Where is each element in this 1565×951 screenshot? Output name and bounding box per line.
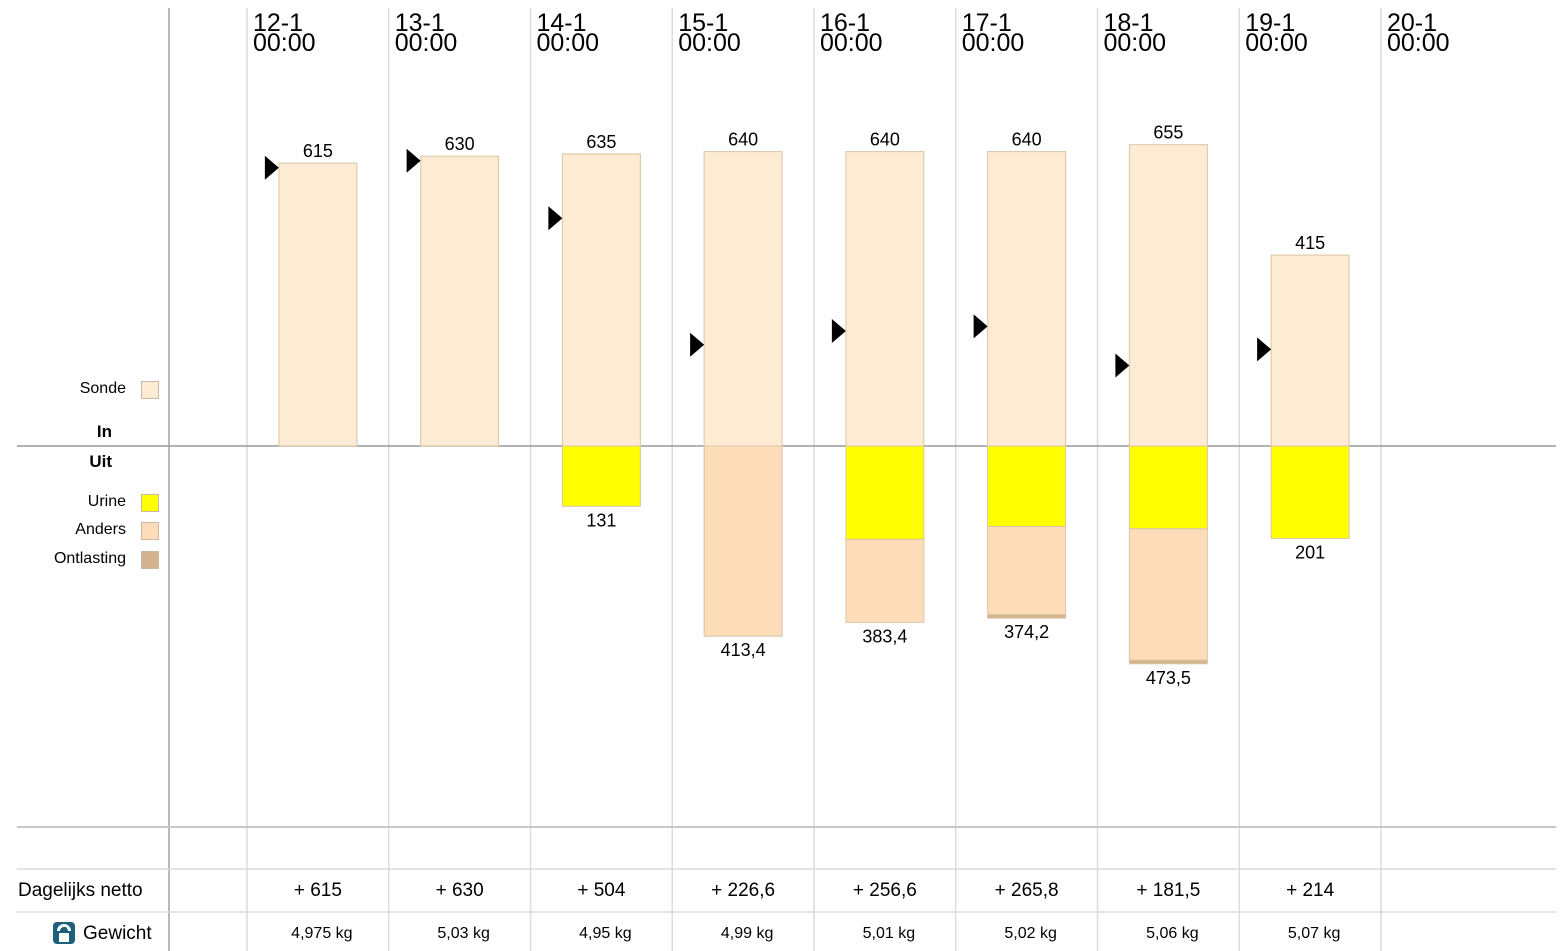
daily-net-label: Dagelijks netto [18, 880, 143, 901]
bar-urine [1128, 445, 1208, 530]
daily-net-value: + 615 [293, 880, 342, 901]
intake-marker [264, 155, 279, 180]
day-header-date: 17-1 [962, 9, 1012, 37]
day-header-time: 00:00 [1104, 29, 1167, 57]
day-header-time: 00:00 [962, 29, 1025, 57]
daily-net-value: + 181,5 [1136, 880, 1201, 901]
labels: 12-100:0013-100:0014-100:0015-100:0016-1… [253, 9, 1450, 688]
bar-sonde [1270, 254, 1350, 447]
in-total-label: 640 [870, 130, 900, 150]
day-header-date: 18-1 [1104, 9, 1154, 37]
out-total-label: 201 [1295, 542, 1325, 562]
bar-urine [845, 445, 925, 540]
in-total-label: 615 [303, 141, 333, 161]
day-header-date: 14-1 [537, 9, 587, 37]
grid [17, 8, 1556, 951]
day-header-date: 13-1 [395, 9, 445, 37]
section-out-label: Uit [89, 452, 112, 471]
daily-net-value: + 504 [577, 880, 626, 901]
in-total-label: 640 [728, 130, 758, 150]
section-in-label: In [96, 422, 112, 441]
legend-label-anders: Anders [75, 521, 126, 538]
day-header-date: 15-1 [678, 9, 728, 37]
daily-net-value: + 265,8 [994, 880, 1059, 901]
legend-swatch-ontlasting [141, 551, 159, 569]
bar-anders [845, 538, 925, 623]
intake-marker [406, 148, 421, 173]
out-total-label: 374,2 [1004, 622, 1049, 642]
intake-marker [831, 319, 846, 343]
bar-anders [1128, 528, 1208, 661]
day-header-date: 19-1 [1245, 9, 1295, 37]
bar-sonde [420, 155, 500, 447]
daily-net-value: + 630 [435, 880, 484, 901]
daily-net-value: + 214 [1286, 880, 1335, 901]
bar-ontlasting [1128, 659, 1208, 665]
legend-label-sonde: Sonde [79, 380, 126, 397]
weight-value: 5,03 kg [437, 925, 490, 942]
bar-urine [561, 445, 641, 507]
day-header-time: 00:00 [1245, 29, 1308, 57]
in-total-label: 415 [1295, 233, 1325, 253]
out-total-label: 413,4 [721, 640, 766, 660]
bar-sonde [845, 151, 925, 447]
day-header-time: 00:00 [1387, 29, 1450, 57]
daily-net-value: + 256,6 [852, 880, 917, 901]
day-header-date: 12-1 [253, 9, 303, 37]
day-header-time: 00:00 [678, 29, 741, 57]
out-total-label: 131 [586, 510, 616, 530]
day-header-date: 16-1 [820, 9, 870, 37]
legend-label-urine: Urine [87, 493, 126, 510]
intake-marker [973, 314, 988, 339]
day-header-time: 00:00 [537, 29, 600, 57]
in-total-label: 640 [1012, 130, 1042, 150]
weight-value: 5,07 kg [1287, 925, 1341, 942]
daily-net-value: + 226,6 [711, 880, 776, 901]
bar-sonde [278, 162, 358, 447]
bar-anders [987, 526, 1067, 615]
legend-swatch-anders [141, 522, 159, 540]
legend-swatch-sonde [141, 381, 159, 399]
legend-label-ontlasting: Ontlasting [53, 550, 126, 567]
day-header-time: 00:00 [253, 29, 316, 57]
in-total-label: 635 [586, 132, 616, 152]
day-header-time: 00:00 [820, 29, 883, 57]
weight-value: 4,95 kg [579, 925, 632, 942]
in-total-label: 630 [445, 134, 475, 154]
bar-ontlasting [987, 613, 1067, 619]
weight-value: 4,975 kg [291, 925, 353, 942]
weight-value: 5,06 kg [1146, 925, 1199, 942]
bar-sonde [561, 153, 641, 447]
weight-value: 5,01 kg [862, 925, 916, 942]
out-total-label: 473,5 [1146, 668, 1191, 688]
weight-label: Gewicht [83, 923, 152, 944]
in-total-label: 655 [1153, 123, 1183, 143]
bar-sonde [703, 151, 783, 447]
bar-sonde [1128, 144, 1208, 447]
intake-marker [548, 206, 563, 231]
weight-value: 5,02 kg [1004, 925, 1057, 942]
scale-icon [53, 922, 75, 944]
out-total-label: 383,4 [862, 626, 907, 646]
intake-marker [1257, 337, 1272, 362]
bars [278, 144, 1350, 665]
intake-marker [690, 332, 705, 357]
bar-anders [703, 445, 783, 637]
bar-urine [987, 445, 1067, 527]
day-header-date: 20-1 [1387, 9, 1437, 37]
bar-urine [1270, 445, 1350, 539]
intake-marker [1115, 353, 1130, 378]
bar-sonde [987, 151, 1067, 447]
markers [264, 148, 1272, 378]
weight-value: 4,99 kg [720, 925, 774, 942]
day-header-time: 00:00 [395, 29, 458, 57]
legend-swatch-urine [141, 494, 159, 512]
